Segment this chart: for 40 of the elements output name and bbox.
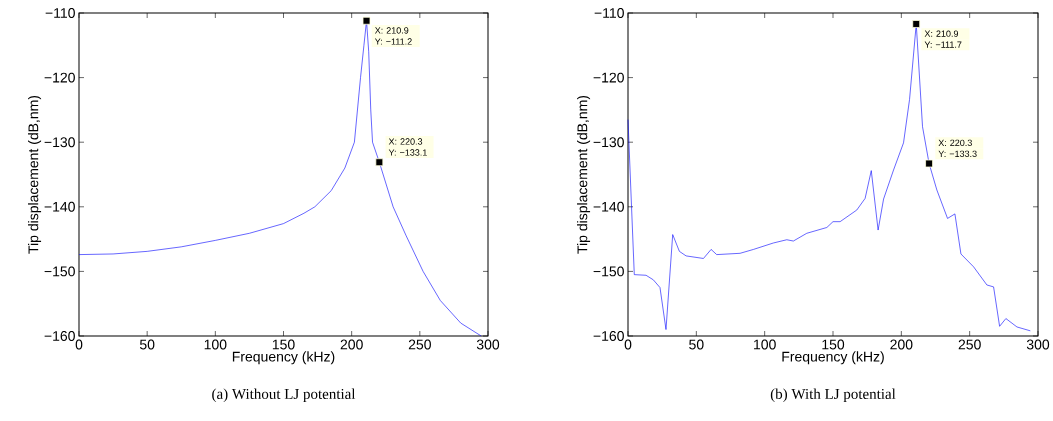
x-tick-label: 300 <box>1026 339 1050 350</box>
x-tick-label: 50 <box>689 339 704 350</box>
y-tick-label: −130 <box>593 137 624 148</box>
y-tick-label: −160 <box>593 331 624 341</box>
y-tick-label: −150 <box>44 266 75 277</box>
annotation: X: 220.3 <box>388 138 423 145</box>
y-tick-label: −130 <box>44 137 75 148</box>
x-axis-title: Frequency (kHz) <box>232 351 335 365</box>
y-tick-label: −110 <box>45 8 75 18</box>
x-tick-label: 100 <box>204 339 227 350</box>
y-tick-label: −140 <box>44 201 75 212</box>
y-tick-label: −150 <box>593 266 624 277</box>
annotation: Y: −111.2 <box>374 38 412 45</box>
y-tick-label: −140 <box>593 201 624 212</box>
y-tick-label: −120 <box>593 72 624 83</box>
x-axis-title: Frequency (kHz) <box>782 351 884 365</box>
x-tick-label: 200 <box>340 339 363 350</box>
y-axis-title: Tip displacement (dB,nm) <box>577 95 591 254</box>
text: (b) With LJ potential <box>770 388 896 403</box>
annotation: X: 210.9 <box>924 30 959 37</box>
x-tick-label: 150 <box>822 339 845 350</box>
x-tick-label: 100 <box>754 339 776 350</box>
y-tick-label: −160 <box>44 331 75 341</box>
y-tick-label: −120 <box>44 72 75 83</box>
y-tick-label: −110 <box>594 8 624 18</box>
annotation: Y: −111.7 <box>924 41 962 48</box>
x-tick-label: 300 <box>476 339 500 350</box>
text: (a) Without LJ potential <box>212 388 356 403</box>
annotation: Y: −133.3 <box>938 150 977 158</box>
x-tick-label: 0 <box>75 339 83 350</box>
x-tick-label: 200 <box>890 339 913 350</box>
x-tick-label: 250 <box>408 339 431 350</box>
x-tick-label: 250 <box>958 339 981 350</box>
annotation: X: 210.9 <box>374 27 409 34</box>
x-tick-label: 0 <box>624 339 632 350</box>
y-axis-title: Tip displacement (dB,nm) <box>28 95 42 254</box>
annotation: Y: −133.1 <box>388 149 427 156</box>
x-tick-label: 150 <box>272 339 295 350</box>
x-tick-label: 50 <box>139 339 155 350</box>
annotation: X: 220.3 <box>938 139 972 147</box>
